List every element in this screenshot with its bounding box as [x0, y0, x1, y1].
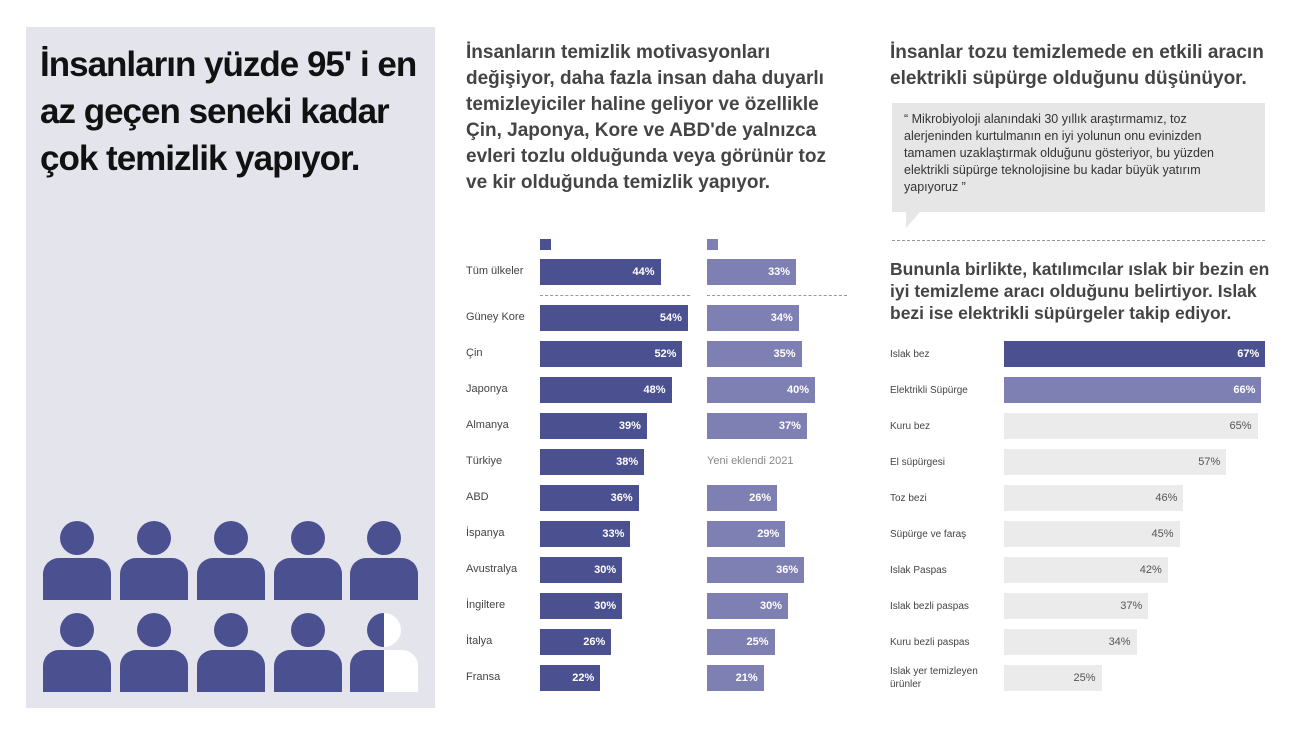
category-label: Japonya [466, 383, 508, 395]
person-icon [197, 521, 265, 601]
right-subheading: Bununla birlikte, katılımcılar ıslak bir… [890, 259, 1270, 323]
divider [707, 295, 847, 296]
category-label: Avustralya [466, 563, 518, 575]
bar-series-1: 54% [540, 305, 688, 331]
person-head [291, 521, 325, 555]
person-head [137, 613, 171, 647]
category-label: Islak Paspas [890, 565, 947, 576]
legend-swatch-1 [540, 239, 551, 250]
person-body [120, 558, 188, 600]
bar-series-2: 30% [707, 593, 788, 619]
person-icon [197, 613, 265, 693]
category-label: Islak yer temizleyen ürünler [890, 666, 978, 690]
bar-series-1: 36% [540, 485, 639, 511]
person-body [197, 558, 265, 600]
left-title: İnsanların yüzde 95' i en az geçen senek… [40, 45, 417, 178]
category-label: Kuru bezli paspas [890, 637, 970, 648]
bar-series-1: 33% [540, 521, 631, 547]
person-body [43, 558, 111, 600]
category-label: İngiltere [466, 599, 506, 611]
person-head [291, 613, 325, 647]
person-icon [120, 613, 188, 693]
bar-series-2: 37% [707, 413, 807, 439]
bar-series-1: 52% [540, 341, 683, 367]
person-icon [120, 521, 188, 601]
bar-series-1: 30% [540, 593, 623, 619]
bar-series-2: 40% [707, 377, 815, 403]
legend-swatch-2 [707, 239, 718, 250]
category-label: Güney Kore [466, 311, 525, 323]
divider [540, 295, 690, 296]
middle-heading: İnsanların temizlik motivasyonları değiş… [466, 42, 826, 193]
person-body [350, 558, 418, 600]
bar-series-2: 35% [707, 341, 802, 367]
bar-series-1: 48% [540, 377, 672, 403]
bar: 57% [1004, 449, 1227, 475]
person-body [274, 558, 342, 600]
bar: 25% [1004, 665, 1102, 691]
bar: 67% [1004, 341, 1266, 367]
note-label: Yeni eklendi 2021 [707, 455, 794, 467]
person-icon [350, 613, 418, 693]
bar: 46% [1004, 485, 1184, 511]
person-head [367, 613, 401, 647]
category-label: Tüm ülkeler [466, 265, 524, 277]
category-label: ABD [466, 491, 489, 503]
category-label: Türkiye [466, 455, 503, 467]
category-label: Çin [466, 347, 483, 359]
category-label: Fransa [466, 671, 501, 683]
bar: 37% [1004, 593, 1149, 619]
person-body [43, 650, 111, 692]
person-head [60, 613, 94, 647]
category-label: Almanya [466, 419, 509, 431]
bar-series-2: 34% [707, 305, 799, 331]
bar: 45% [1004, 521, 1180, 547]
category-label: Kuru bez [890, 421, 931, 432]
category-label: El süpürgesi [890, 457, 946, 468]
bar-series-1: 22% [540, 665, 601, 691]
bar-series-2: 33% [707, 259, 797, 285]
divider [892, 240, 1265, 241]
bar-series-1: 30% [540, 557, 623, 583]
person-head [137, 521, 171, 555]
bar-series-1: 39% [540, 413, 647, 439]
person-head [214, 613, 248, 647]
category-label: Islak bezli paspas [890, 601, 969, 612]
person-body [120, 650, 188, 692]
person-head [367, 521, 401, 555]
quote-box: “ Mikrobiyoloji alanındaki 30 yıllık ara… [892, 103, 1265, 228]
bar-series-2: 29% [707, 521, 786, 547]
person-body [350, 650, 418, 692]
person-head [214, 521, 248, 555]
bar: 42% [1004, 557, 1168, 583]
bar-series-2: 26% [707, 485, 778, 511]
category-label: İtalya [466, 635, 493, 647]
category-label: Süpürge ve faraş [890, 529, 967, 540]
bar-series-1: 38% [540, 449, 645, 475]
category-label: Elektrikli Süpürge [890, 385, 968, 396]
bar-series-2: 36% [707, 557, 805, 583]
person-body [274, 650, 342, 692]
category-label: İspanya [466, 527, 505, 539]
bar: 34% [1004, 629, 1137, 655]
person-icon [350, 521, 418, 601]
bar-series-2: 21% [707, 665, 764, 691]
category-label: Toz bezi [890, 493, 927, 504]
person-icon [43, 613, 111, 693]
category-label: Islak bez [890, 349, 930, 360]
bar-series-1: 26% [540, 629, 612, 655]
person-icon [274, 613, 342, 693]
person-body [197, 650, 265, 692]
person-icon [43, 521, 111, 601]
bar-series-1: 44% [540, 259, 661, 285]
person-icon [274, 521, 342, 601]
person-head [60, 521, 94, 555]
right-heading: İnsanlar tozu temizlemede en etkili arac… [890, 42, 1264, 89]
bar-series-2: 25% [707, 629, 775, 655]
bar: 65% [1004, 413, 1258, 439]
left-panel: İnsanların yüzde 95' i en az geçen senek… [26, 27, 435, 708]
bar: 66% [1004, 377, 1262, 403]
